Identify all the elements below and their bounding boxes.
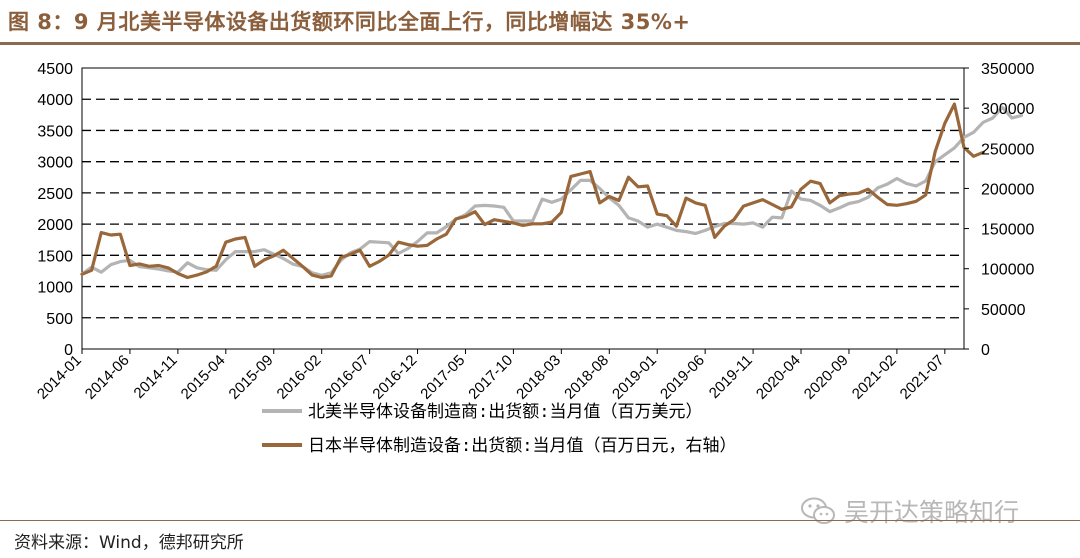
legend-label: 日本半导体制造设备:出货额:当月值（百万日元，右轴） — [308, 436, 736, 456]
y-left-tick-label: 4500 — [37, 61, 73, 78]
x-tick-label: 2014-01 — [34, 352, 85, 403]
plot-area-frame — [81, 67, 965, 350]
y-right-tick-label: 150000 — [981, 222, 1034, 239]
x-tick-label: 2016-12 — [369, 352, 420, 403]
x-axis: 2014-012014-062014-112015-042015-092016-… — [34, 349, 948, 403]
y-left-tick-label: 2000 — [37, 217, 73, 234]
x-tick-label: 2020-04 — [753, 352, 804, 403]
x-tick-label: 2019-11 — [706, 352, 756, 402]
y-right-tick-label: 50000 — [981, 302, 1026, 319]
source-note: 资料来源：Wind，德邦研究所 — [14, 533, 244, 553]
x-tick-label: 2016-02 — [274, 352, 325, 403]
legend: 北美半导体设备制造商:出货额:当月值（百万美元） 日本半导体制造设备:出货额:当月… — [262, 402, 736, 456]
x-tick-label: 2015-09 — [226, 352, 277, 403]
x-tick-label: 2019-01 — [609, 352, 660, 403]
y-left-tick-label: 500 — [46, 311, 73, 328]
y-right-tick-label: 100000 — [981, 262, 1034, 279]
x-tick-label: 2020-09 — [801, 352, 852, 403]
x-tick-label: 2018-03 — [513, 352, 564, 403]
x-tick-label: 2019-06 — [657, 352, 708, 403]
dual-axis-line-chart: 0 500 1000 1500 2000 2500 3000 3500 4000 4500 0 50… — [34, 61, 1035, 456]
y-right-tick-label: 250000 — [981, 141, 1034, 158]
x-tick-label: 2018-08 — [561, 352, 612, 403]
y-left-tick-label: 4000 — [37, 92, 73, 109]
gridlines — [82, 98, 964, 319]
y-right-tick-label: 300000 — [981, 101, 1034, 118]
x-tick-label: 2021-07 — [897, 352, 948, 403]
right-y-axis: 0 50000 100000 150000 200000 250000 300000 3500… — [964, 61, 1034, 359]
watermark-text: 吴开达策略知行 — [844, 498, 1020, 527]
wechat-icon — [801, 497, 835, 524]
y-left-tick-label: 1000 — [37, 280, 73, 297]
y-left-tick-label: 2500 — [37, 186, 73, 203]
series-line-2 — [80, 102, 985, 280]
y-left-tick-label: 3000 — [37, 155, 73, 172]
left-y-axis: 0 500 1000 1500 2000 2500 3000 3500 4000 4500 — [37, 61, 73, 359]
title-divider — [0, 42, 1080, 45]
series-lines — [80, 102, 1024, 280]
y-right-tick-label: 0 — [981, 342, 990, 359]
legend-label: 北美半导体设备制造商:出货额:当月值（百万美元） — [308, 402, 702, 422]
y-left-tick-label: 0 — [64, 342, 73, 359]
source-divider — [0, 520, 1080, 521]
x-tick-label: 2014-06 — [82, 352, 133, 403]
x-tick-label: 2015-04 — [178, 352, 229, 403]
x-tick-label: 2017-05 — [417, 352, 468, 403]
series-line-1 — [80, 105, 1024, 277]
y-left-tick-label: 1500 — [37, 248, 73, 265]
x-tick-label: 2016-07 — [321, 352, 372, 403]
x-tick-label: 2017-10 — [465, 352, 516, 403]
y-right-tick-label: 200000 — [981, 181, 1034, 198]
watermark: 吴开达策略知行 — [800, 494, 1019, 528]
x-tick-label: 2014-11 — [131, 352, 181, 402]
chart-title: 图 8：9 月北美半导体设备出货额环同比全面上行，同比增幅达 35%+ — [8, 10, 691, 34]
x-tick-label: 2021-02 — [849, 352, 900, 403]
y-left-tick-label: 3500 — [37, 123, 73, 140]
y-right-tick-label: 350000 — [981, 61, 1034, 78]
